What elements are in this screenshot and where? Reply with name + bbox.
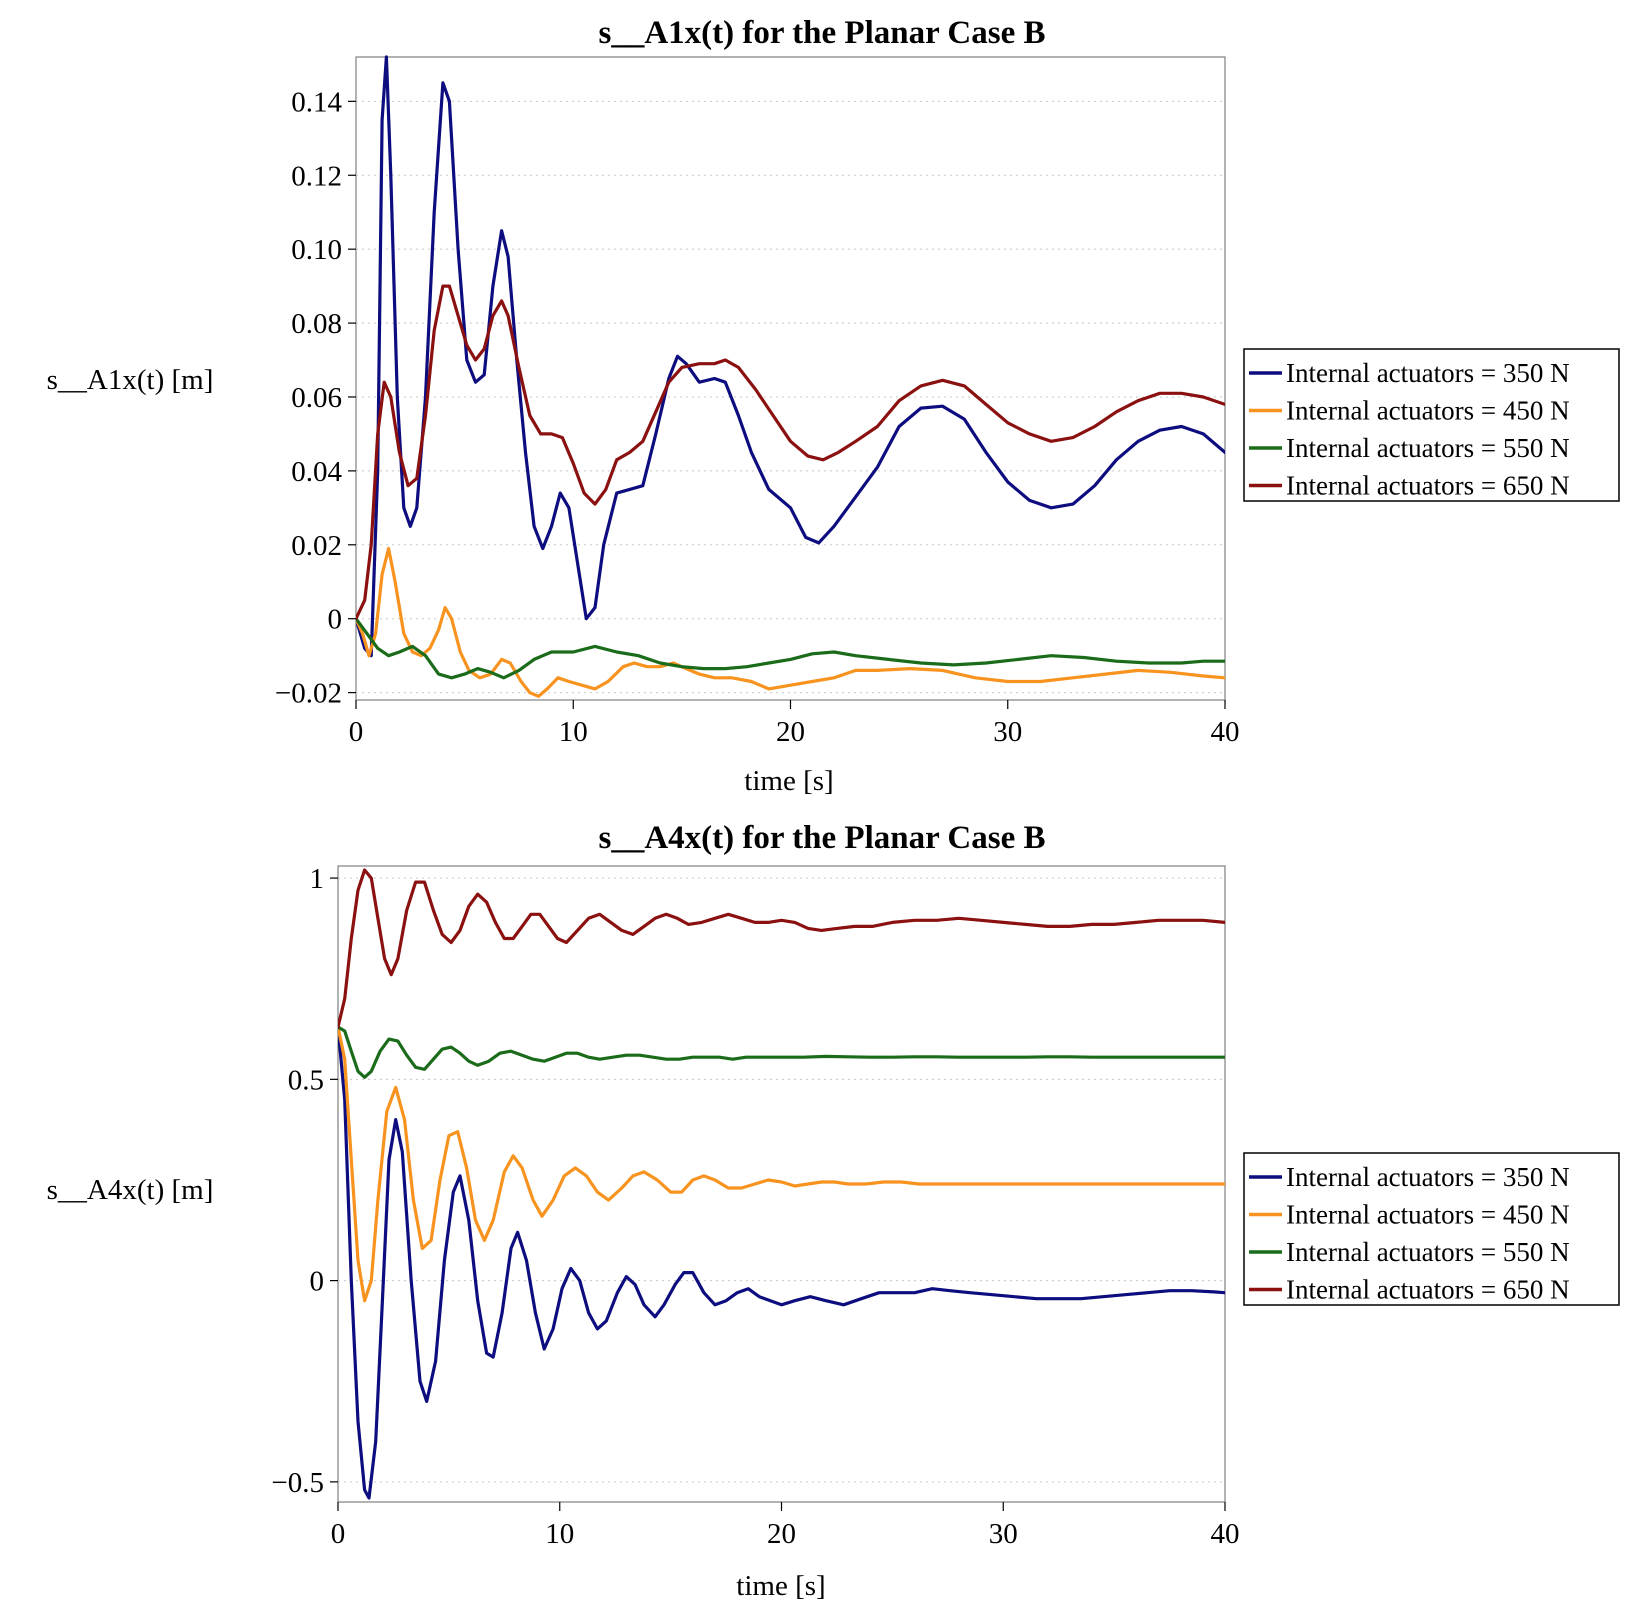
y-tick-label: 0.06 — [291, 382, 342, 414]
series-line — [338, 1025, 1225, 1303]
x-axis-label: time [s] — [736, 1570, 825, 1602]
chart-a1x: s__A1x(t) for the Planar Case B s__A1x(t… — [47, 15, 1620, 797]
x-tick-label: 0 — [349, 716, 364, 748]
legend-label: Internal actuators = 350 N — [1286, 1162, 1570, 1192]
series-line — [338, 1025, 1225, 1079]
x-tick-label: 10 — [545, 1518, 574, 1550]
y-axis-label: s__A1x(t) [m] — [47, 364, 214, 396]
chart-title: s__A1x(t) for the Planar Case B — [599, 15, 1046, 51]
y-tick-label: 1 — [310, 863, 325, 895]
series-line — [356, 284, 1225, 621]
legend-label: Internal actuators = 450 N — [1286, 396, 1570, 426]
y-axis-label: s__A4x(t) [m] — [47, 1174, 214, 1206]
legend-label: Internal actuators = 650 N — [1286, 1275, 1570, 1305]
x-tick-label: 0 — [331, 1518, 346, 1550]
chart-title: s__A4x(t) for the Planar Case B — [599, 820, 1046, 856]
series-line — [356, 546, 1225, 698]
legend-box — [1243, 1152, 1620, 1306]
y-tick-label: 0.10 — [291, 234, 342, 266]
x-tick-label: 30 — [989, 1518, 1018, 1550]
y-tick-label: 0.08 — [291, 308, 342, 340]
series-line — [356, 617, 1225, 680]
legend: Internal actuators = 350 N Internal actua… — [1243, 1152, 1620, 1306]
x-tick-label: 20 — [776, 716, 805, 748]
series-line — [338, 868, 1225, 1029]
y-tick-label: 0.04 — [291, 456, 342, 488]
series-line — [338, 1025, 1225, 1500]
y-tick-label: −0.5 — [271, 1467, 324, 1499]
y-tick-label: 0.5 — [288, 1064, 324, 1096]
y-tick-label: 0 — [328, 604, 343, 636]
y-tick-label: 0.12 — [291, 160, 342, 192]
legend-label: Internal actuators = 450 N — [1286, 1200, 1570, 1230]
legend-label: Internal actuators = 350 N — [1286, 358, 1570, 388]
legend-label: Internal actuators = 650 N — [1286, 471, 1570, 501]
y-tick-label: 0.14 — [291, 86, 342, 118]
x-tick-label: 30 — [993, 716, 1022, 748]
chart-a4x: s__A4x(t) for the Planar Case B s__A4x(t… — [47, 820, 1620, 1602]
legend-label: Internal actuators = 550 N — [1286, 1237, 1570, 1267]
legend: Internal actuators = 350 N Internal actua… — [1243, 348, 1620, 502]
x-tick-label: 40 — [1211, 716, 1240, 748]
legend-box — [1243, 348, 1620, 502]
plot-frame — [355, 56, 1226, 701]
y-tick-label: 0.02 — [291, 530, 342, 562]
x-tick-label: 40 — [1211, 1518, 1240, 1550]
legend-label: Internal actuators = 550 N — [1286, 433, 1570, 463]
y-tick-label: −0.02 — [275, 678, 342, 710]
x-axis-label: time [s] — [744, 765, 833, 797]
x-tick-label: 10 — [559, 716, 588, 748]
series-line — [356, 55, 1225, 658]
y-tick-label: 0 — [310, 1266, 325, 1298]
x-tick-label: 20 — [767, 1518, 796, 1550]
